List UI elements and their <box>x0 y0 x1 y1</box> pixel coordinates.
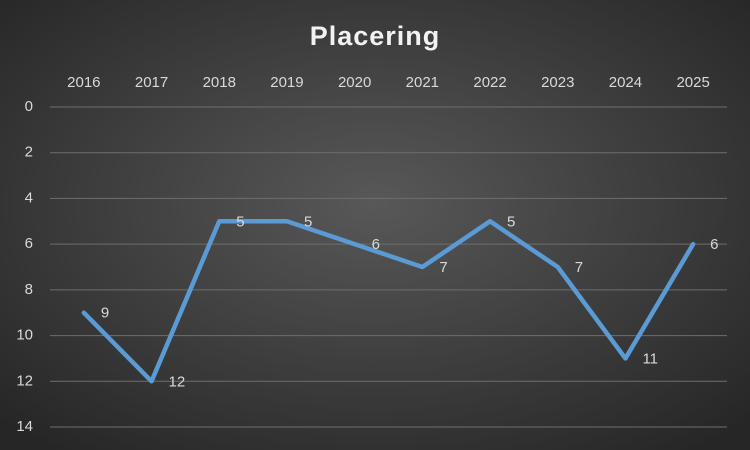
data-label: 5 <box>304 213 312 230</box>
data-label: 12 <box>169 373 186 390</box>
x-tick-label: 2022 <box>473 74 506 91</box>
data-label: 5 <box>507 213 515 230</box>
data-label: 6 <box>372 236 380 253</box>
x-tick-label: 2024 <box>609 74 642 91</box>
x-tick-label: 2019 <box>270 74 303 91</box>
data-label: 11 <box>642 350 658 367</box>
x-tick-label: 2025 <box>676 74 709 91</box>
data-label: 9 <box>101 305 109 322</box>
data-label: 7 <box>575 259 583 276</box>
y-tick-label: 2 <box>25 144 33 161</box>
y-tick-label: 0 <box>25 98 33 115</box>
x-tick-label: 2021 <box>406 74 439 91</box>
y-tick-label: 6 <box>25 235 33 252</box>
x-tick-label: 2016 <box>67 74 100 91</box>
chart-title: Placering <box>310 21 441 51</box>
data-label: 5 <box>236 213 244 230</box>
x-tick-label: 2017 <box>135 74 168 91</box>
y-tick-label: 12 <box>16 372 33 389</box>
y-tick-label: 4 <box>25 189 33 206</box>
x-tick-label: 2020 <box>338 74 371 91</box>
data-line <box>81 219 696 384</box>
x-tick-label: 2018 <box>203 74 236 91</box>
y-tick-label: 8 <box>25 281 33 298</box>
data-label: 7 <box>439 259 447 276</box>
y-tick-label: 14 <box>16 418 33 435</box>
data-label: 6 <box>710 236 718 253</box>
x-tick-label: 2023 <box>541 74 574 91</box>
y-tick-label: 10 <box>16 327 33 344</box>
